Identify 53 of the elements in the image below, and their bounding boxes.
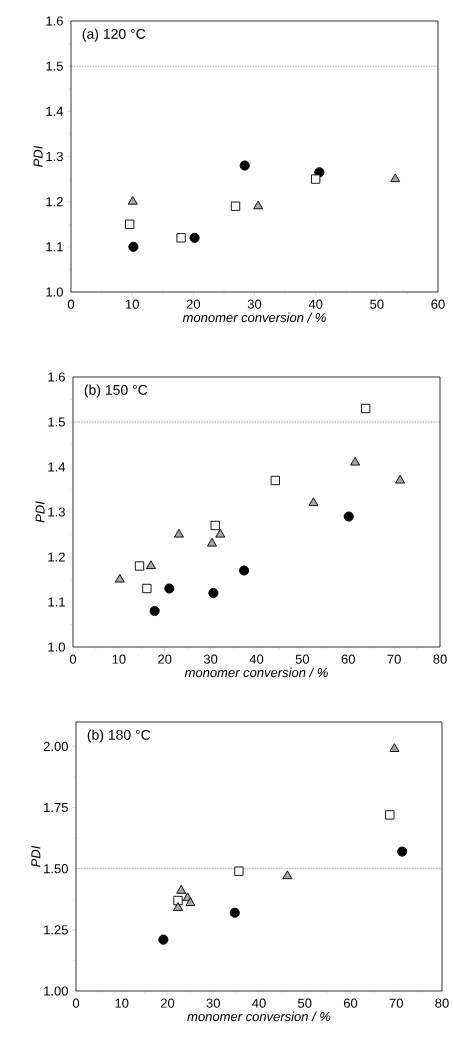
y-tick-label: 1.00 xyxy=(44,986,69,996)
y-tick-label: 1.4 xyxy=(46,106,64,116)
x-tick-label: 60 xyxy=(344,998,358,1008)
x-axis-title: monomer conversion / % xyxy=(187,1011,331,1022)
x-tick-label: 40 xyxy=(249,654,264,664)
x-tick-label: 70 xyxy=(387,654,402,664)
y-tick-label: 1.50 xyxy=(44,864,69,874)
y-axis-title: PDI xyxy=(35,501,45,523)
y-tick-label: 1.3 xyxy=(46,151,64,162)
x-tick-label: 30 xyxy=(247,299,262,309)
y-tick-label: 1.1 xyxy=(46,242,64,252)
x-tick-label: 50 xyxy=(295,654,310,664)
y-tick-label: 1.5 xyxy=(46,61,64,71)
y-tick-label: 1.2 xyxy=(48,552,66,562)
x-tick-label: 20 xyxy=(186,299,201,309)
x-axis-title: monomer conversion / % xyxy=(183,312,327,323)
x-tick-label: 10 xyxy=(115,998,129,1008)
x-tick-label: 30 xyxy=(204,654,218,664)
x-axis-title: monomer conversion / % xyxy=(185,667,329,678)
x-tick-label: 50 xyxy=(298,998,312,1008)
x-tick-label: 20 xyxy=(161,998,175,1008)
x-tick-label: 10 xyxy=(126,299,140,309)
y-tick-label: 2.00 xyxy=(44,741,69,752)
annotation: (a) 120 °C xyxy=(82,28,146,42)
y-tick-label: 1.2 xyxy=(46,197,64,207)
y-tick-label: 1.25 xyxy=(44,925,69,935)
x-tick-label: 20 xyxy=(158,654,172,664)
x-tick-label: 40 xyxy=(308,299,323,309)
x-tick-label: 10 xyxy=(112,654,126,664)
x-tick-label: 0 xyxy=(73,998,80,1008)
x-tick-label: 50 xyxy=(370,299,384,309)
y-tick-label: 1.75 xyxy=(44,803,69,813)
y-tick-label: 1.1 xyxy=(48,597,66,607)
annotation: (b) 180 °C xyxy=(87,729,151,743)
x-tick-label: 70 xyxy=(389,998,404,1008)
y-tick-label: 1.0 xyxy=(46,287,64,297)
y-axis-title: PDI xyxy=(31,845,41,867)
y-tick-label: 1.0 xyxy=(48,642,66,652)
x-tick-label: 40 xyxy=(252,998,266,1008)
x-tick-label: 80 xyxy=(433,654,447,664)
y-tick-label: 1.6 xyxy=(46,16,64,26)
y-tick-label: 1.5 xyxy=(48,417,66,427)
y-tick-label: 1.4 xyxy=(48,462,66,472)
annotation: (b) 150 °C xyxy=(84,384,148,398)
x-tick-label: 60 xyxy=(431,299,445,309)
y-tick-label: 1.3 xyxy=(48,507,66,517)
y-axis-title: PDI xyxy=(33,145,43,167)
x-tick-label: 0 xyxy=(68,299,75,309)
x-tick-label: 0 xyxy=(70,654,77,664)
x-tick-label: 80 xyxy=(435,998,449,1008)
x-tick-label: 30 xyxy=(206,998,221,1008)
y-tick-label: 1.6 xyxy=(48,372,66,382)
x-tick-label: 60 xyxy=(341,654,356,664)
